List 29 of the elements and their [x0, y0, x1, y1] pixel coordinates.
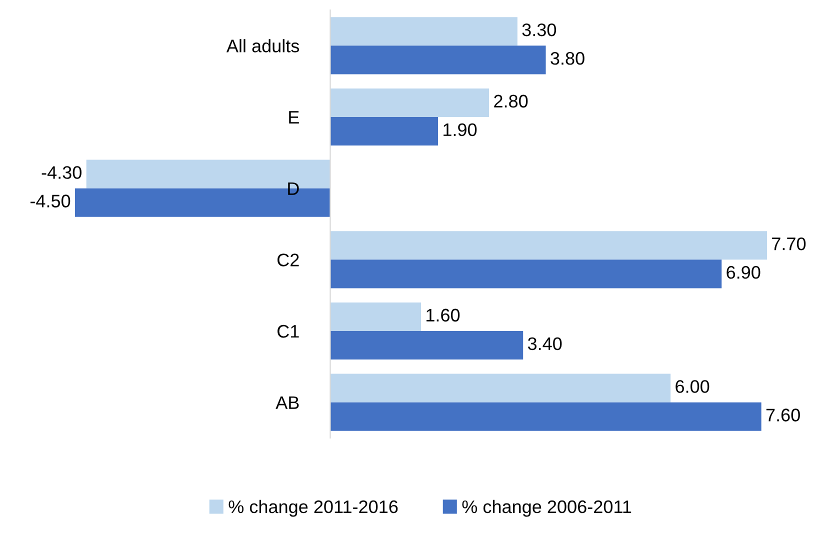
y-tick-label: C2 [278, 254, 299, 266]
data-label: 2.80 [494, 94, 528, 108]
bar [330, 46, 546, 74]
bar [330, 117, 438, 146]
y-tick-label: All adults [226, 39, 300, 52]
legend-label: % change 2011-2016 [228, 500, 398, 517]
y-tick-label: AB [276, 396, 299, 409]
data-label: 3.80 [550, 52, 584, 65]
y-tick-label: E [289, 111, 299, 124]
data-label: -4.50 [30, 194, 70, 208]
data-label: 1.60 [426, 308, 460, 322]
data-label: 6.90 [726, 266, 760, 279]
bar [330, 374, 671, 402]
data-label: 3.30 [522, 23, 556, 36]
data-label: 6.00 [676, 380, 710, 393]
bar [330, 88, 490, 117]
data-label: 7.60 [766, 408, 800, 422]
bar [330, 331, 524, 360]
bar [330, 302, 421, 331]
data-label: 3.40 [528, 337, 562, 350]
data-label: -4.30 [42, 166, 82, 179]
data-label: 1.90 [444, 123, 477, 136]
legend-label: % change 2006-2011 [462, 500, 632, 517]
bar [330, 231, 767, 260]
y-tick-label: C1 [278, 324, 299, 338]
bar [330, 260, 722, 288]
bar [330, 17, 518, 46]
data-label: 7.70 [772, 237, 806, 250]
bar [330, 402, 762, 431]
